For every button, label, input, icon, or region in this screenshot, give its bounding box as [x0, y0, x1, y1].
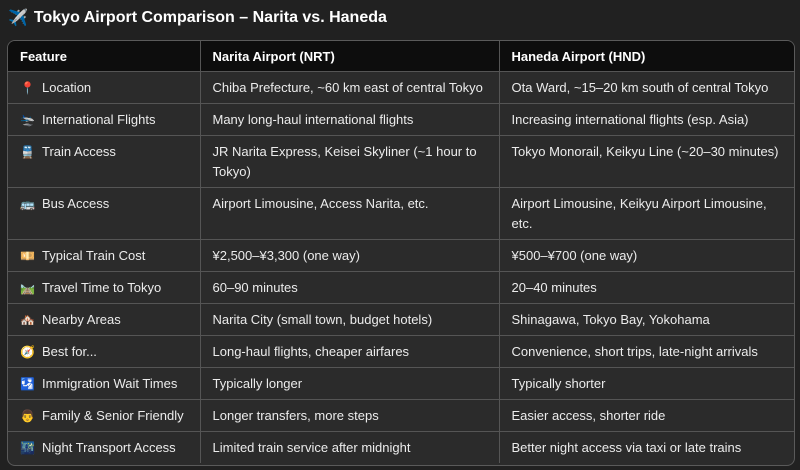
table-row: 🏘️ Nearby Areas Narita City (small town, b… [8, 303, 794, 336]
page-title-text: Tokyo Airport Comparison – Narita vs. Ha… [33, 9, 387, 26]
haneda-cell: Typically shorter [498, 367, 794, 400]
feature-label: Night Transport Access [42, 440, 176, 455]
page-title: ✈️ Tokyo Airport Comparison – Narita vs.… [8, 8, 387, 28]
table-row: 🛬 International Flights Many long-haul int… [8, 103, 794, 136]
feature-label: Nearby Areas [42, 312, 121, 327]
passport-control-icon: 🛂 [20, 377, 35, 391]
feature-label: Best for... [42, 344, 97, 359]
feature-label: Immigration Wait Times [42, 376, 178, 391]
haneda-cell: Shinagawa, Tokyo Bay, Yokohama [498, 303, 794, 336]
airplane-arriving-icon: 🛬 [20, 113, 35, 127]
narita-cell: ¥2,500–¥3,300 (one way) [199, 239, 499, 272]
table-header-row: Feature Narita Airport (NRT) Haneda Airp… [8, 41, 794, 72]
feature-cell: 🚌 Bus Access [8, 187, 200, 240]
pin-icon: 📍 [20, 81, 35, 95]
feature-label: Location [42, 80, 92, 95]
comparison-table-container: Feature Narita Airport (NRT) Haneda Airp… [7, 40, 795, 466]
feature-label: Bus Access [42, 196, 110, 211]
table-row: 🛤️ Travel Time to Tokyo 60–90 minutes 20–40… [8, 271, 794, 304]
bus-icon: 🚌 [20, 197, 35, 211]
header-narita: Narita Airport (NRT) [199, 41, 499, 72]
haneda-cell: Tokyo Monorail, Keikyu Line (~20–30 minu… [498, 135, 794, 188]
narita-cell: Long-haul flights, cheaper airfares [199, 335, 499, 368]
feature-cell: 🚆 Train Access [8, 135, 200, 188]
narita-cell: Chiba Prefecture, ~60 km east of central… [199, 71, 499, 104]
feature-label: Travel Time to Tokyo [42, 280, 162, 295]
header-haneda: Haneda Airport (HND) [498, 41, 794, 72]
narita-cell: Longer transfers, more steps [199, 399, 499, 432]
feature-cell: 🧭 Best for... [8, 335, 200, 368]
train-icon: 🚆 [20, 145, 35, 159]
narita-cell: Narita City (small town, budget hotels) [199, 303, 499, 336]
comparison-table: Feature Narita Airport (NRT) Haneda Airp… [8, 41, 794, 463]
haneda-cell: Ota Ward, ~15–20 km south of central Tok… [498, 71, 794, 104]
narita-cell: JR Narita Express, Keisei Skyliner (~1 h… [199, 135, 499, 188]
haneda-cell: Airport Limousine, Keikyu Airport Limous… [498, 187, 794, 240]
compass-icon: 🧭 [20, 345, 35, 359]
feature-label: Family & Senior Friendly [42, 408, 184, 423]
haneda-cell: Easier access, shorter ride [498, 399, 794, 432]
haneda-cell: ¥500–¥700 (one way) [498, 239, 794, 272]
table-row: 💴 Typical Train Cost ¥2,500–¥3,300 (one wa… [8, 239, 794, 272]
haneda-cell: 20–40 minutes [498, 271, 794, 304]
narita-cell: Limited train service after midnight [199, 431, 499, 463]
narita-cell: 60–90 minutes [199, 271, 499, 304]
table-row: 📍 Location Chiba Prefecture, ~60 km east o… [8, 71, 794, 104]
table-row: 🌃 Night Transport Access Limited train ser… [8, 431, 794, 463]
narita-cell: Typically longer [199, 367, 499, 400]
feature-cell: 🌃 Night Transport Access [8, 431, 200, 463]
feature-cell: 💴 Typical Train Cost [8, 239, 200, 272]
feature-label: Train Access [42, 144, 116, 159]
table-row: 👨 Family & Senior Friendly Longer transfer… [8, 399, 794, 432]
yen-banknote-icon: 💴 [20, 249, 35, 263]
person-icon: 👨 [20, 409, 35, 423]
narita-cell: Airport Limousine, Access Narita, etc. [199, 187, 499, 240]
feature-cell: 🛬 International Flights [8, 103, 200, 136]
haneda-cell: Increasing international flights (esp. A… [498, 103, 794, 136]
header-feature: Feature [8, 41, 200, 72]
haneda-cell: Convenience, short trips, late-night arr… [498, 335, 794, 368]
feature-cell: 👨 Family & Senior Friendly [8, 399, 200, 432]
airplane-icon: ✈️ [8, 10, 28, 27]
feature-label: International Flights [42, 112, 156, 127]
feature-cell: 🛂 Immigration Wait Times [8, 367, 200, 400]
table-row: 🚆 Train Access JR Narita Express, Keisei S… [8, 135, 794, 188]
table-row: 🧭 Best for... Long-haul flights, cheaper a… [8, 335, 794, 368]
haneda-cell: Better night access via taxi or late tra… [498, 431, 794, 463]
feature-cell: 📍 Location [8, 71, 200, 104]
feature-cell: 🏘️ Nearby Areas [8, 303, 200, 336]
table-row: 🛂 Immigration Wait Times Typically longer T… [8, 367, 794, 400]
feature-label: Typical Train Cost [42, 248, 146, 263]
night-city-icon: 🌃 [20, 441, 35, 455]
railway-track-icon: 🛤️ [20, 281, 35, 295]
houses-icon: 🏘️ [20, 313, 35, 327]
narita-cell: Many long-haul international flights [199, 103, 499, 136]
table-row: 🚌 Bus Access Airport Limousine, Access Nar… [8, 187, 794, 240]
feature-cell: 🛤️ Travel Time to Tokyo [8, 271, 200, 304]
